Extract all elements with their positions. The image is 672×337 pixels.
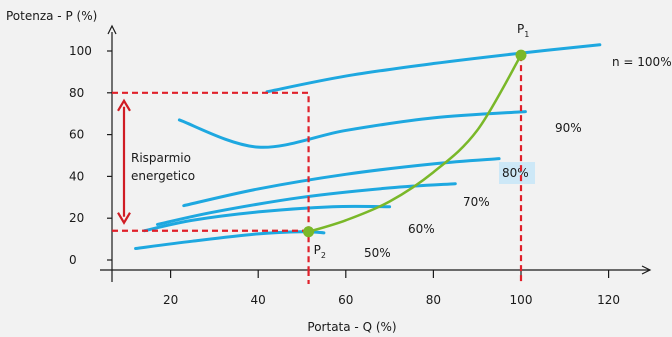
x-tick-label: 40: [251, 293, 266, 307]
savings-arrow-head-up: [117, 98, 131, 112]
point-label: P1: [517, 22, 529, 39]
y-axis-title: Potenza - P (%): [6, 9, 97, 23]
pump-curve-4: [155, 182, 457, 226]
y-tick-label: 100: [69, 44, 92, 58]
curve-label: 70%: [463, 195, 490, 209]
y-tick-label: 20: [69, 211, 84, 225]
y-axis-arrow: [107, 24, 117, 35]
curve-label: 90%: [555, 121, 582, 135]
curve-label: 50%: [364, 246, 391, 260]
operating-point: [515, 49, 527, 61]
x-axis-arrow: [641, 265, 652, 275]
x-tick-label: 60: [338, 293, 353, 307]
pump-curve-2: [177, 110, 527, 149]
y-tick-label: 60: [69, 128, 84, 142]
point-label: P2: [314, 243, 326, 260]
x-tick-label: 120: [597, 293, 620, 307]
operating-point: [303, 226, 315, 238]
pump-curve-5: [142, 204, 392, 233]
pump-curve-3: [182, 157, 501, 208]
x-axis-title: Portata - Q (%): [307, 320, 396, 334]
savings-arrow-head-down: [117, 212, 131, 225]
pump-curve-1: [265, 43, 602, 94]
curve-label: 80%: [502, 166, 529, 180]
curve-label: 60%: [408, 222, 435, 236]
y-tick-label: 80: [69, 86, 84, 100]
system-curve: [308, 54, 523, 233]
y-tick-label: 0: [69, 253, 77, 267]
x-tick-label: 100: [510, 293, 533, 307]
curve-label: n = 100%: [612, 55, 672, 69]
pump-curve-6: [134, 230, 326, 251]
label-highlight: [499, 162, 535, 184]
reference-line-top: [112, 91, 310, 270]
savings-label-line2: energetico: [131, 169, 195, 183]
x-tick-label: 20: [163, 293, 178, 307]
x-tick-label: 80: [426, 293, 441, 307]
savings-label-line1: Risparmio: [131, 151, 191, 165]
y-tick-label: 40: [69, 169, 84, 183]
